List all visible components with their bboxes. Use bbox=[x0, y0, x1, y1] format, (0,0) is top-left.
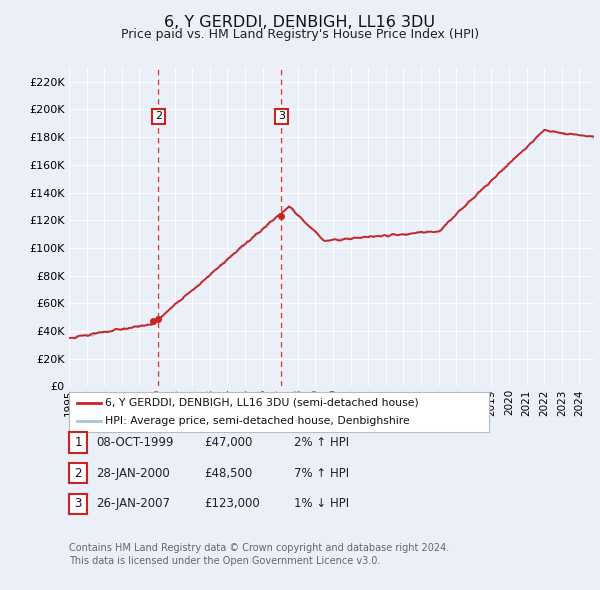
Text: 1: 1 bbox=[74, 436, 82, 449]
Text: 2% ↑ HPI: 2% ↑ HPI bbox=[294, 436, 349, 449]
Text: 1% ↓ HPI: 1% ↓ HPI bbox=[294, 497, 349, 510]
Text: HPI: Average price, semi-detached house, Denbighshire: HPI: Average price, semi-detached house,… bbox=[104, 417, 409, 427]
Text: 3: 3 bbox=[278, 112, 285, 122]
Text: 2: 2 bbox=[74, 467, 82, 480]
Text: Contains HM Land Registry data © Crown copyright and database right 2024.: Contains HM Land Registry data © Crown c… bbox=[69, 543, 449, 553]
Text: 28-JAN-2000: 28-JAN-2000 bbox=[96, 467, 170, 480]
Text: This data is licensed under the Open Government Licence v3.0.: This data is licensed under the Open Gov… bbox=[69, 556, 380, 566]
Text: 3: 3 bbox=[74, 497, 82, 510]
Text: £47,000: £47,000 bbox=[204, 436, 253, 449]
Text: 7% ↑ HPI: 7% ↑ HPI bbox=[294, 467, 349, 480]
Text: 26-JAN-2007: 26-JAN-2007 bbox=[96, 497, 170, 510]
Text: £48,500: £48,500 bbox=[204, 467, 252, 480]
Text: Price paid vs. HM Land Registry's House Price Index (HPI): Price paid vs. HM Land Registry's House … bbox=[121, 28, 479, 41]
Text: 2: 2 bbox=[155, 112, 162, 122]
Text: £123,000: £123,000 bbox=[204, 497, 260, 510]
Text: 08-OCT-1999: 08-OCT-1999 bbox=[96, 436, 173, 449]
Text: 6, Y GERDDI, DENBIGH, LL16 3DU (semi-detached house): 6, Y GERDDI, DENBIGH, LL16 3DU (semi-det… bbox=[104, 398, 418, 408]
Text: 6, Y GERDDI, DENBIGH, LL16 3DU: 6, Y GERDDI, DENBIGH, LL16 3DU bbox=[164, 15, 436, 30]
